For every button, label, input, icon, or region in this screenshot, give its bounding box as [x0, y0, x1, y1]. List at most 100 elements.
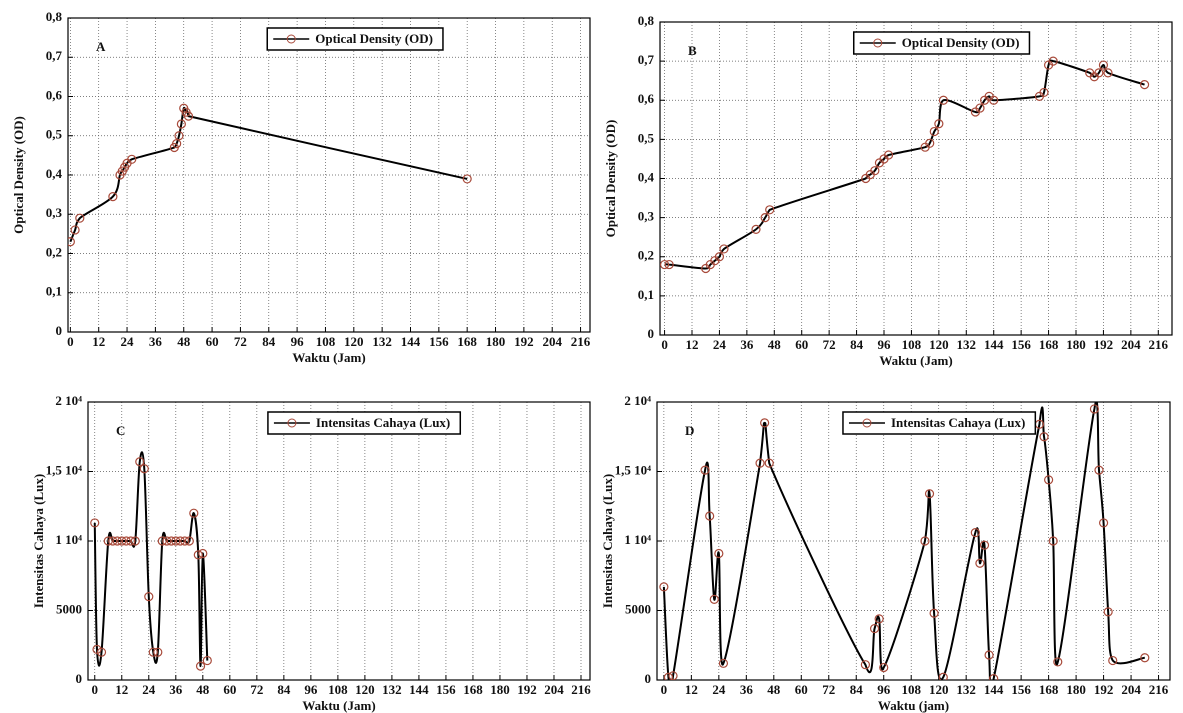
data-point — [90, 518, 100, 528]
data-point — [166, 536, 176, 546]
data-point — [1108, 655, 1118, 666]
x-tick-label: 168 — [1039, 337, 1059, 352]
x-tick-label: 36 — [149, 334, 163, 349]
legend-box — [842, 411, 1037, 435]
x-tick-label: 108 — [901, 682, 921, 697]
x-tick-label: 0 — [92, 682, 99, 697]
x-tick-label: 120 — [355, 682, 375, 697]
data-point — [153, 647, 163, 657]
y-tick-label: 0,2 — [46, 244, 62, 259]
x-tick-label: 48 — [177, 334, 191, 349]
data-point — [755, 458, 765, 468]
data-point — [462, 174, 472, 184]
y-tick-label: 0,4 — [638, 169, 655, 184]
x-tick-label: 84 — [850, 337, 864, 352]
x-tick-label: 36 — [740, 337, 754, 352]
x-tick-label: 12 — [92, 334, 105, 349]
data-point — [108, 191, 118, 202]
data-point — [975, 558, 985, 568]
x-tick-label: 120 — [929, 337, 949, 352]
data-point — [1098, 60, 1109, 70]
data-point — [719, 244, 729, 254]
x-tick-label: 216 — [571, 334, 591, 349]
data-point — [108, 536, 118, 546]
data-point — [103, 536, 113, 546]
series-line — [93, 451, 209, 668]
y-tick-label: 0,2 — [638, 248, 654, 263]
data-point — [75, 213, 85, 223]
data-point — [202, 655, 212, 666]
x-tick-label: 144 — [401, 334, 421, 349]
chart-panel: 0 12 24 36 48 60 72 84 96 108 120 132 144 156 168 180 19… — [31, 393, 591, 713]
x-tick-label: 216 — [571, 682, 591, 697]
data-point — [934, 119, 944, 129]
data-point — [938, 95, 949, 105]
x-tick-label: 24 — [713, 337, 727, 352]
data-point — [765, 205, 775, 215]
x-tick-label: 180 — [1066, 337, 1086, 352]
data-point — [760, 418, 770, 428]
x-tick-label: 48 — [196, 682, 210, 697]
data-point — [660, 259, 670, 270]
data-point — [176, 119, 186, 129]
y-tick-label: 0,5 — [638, 130, 655, 145]
x-tick-label: 120 — [344, 334, 364, 349]
y-tick-label: 1 10⁴ — [624, 532, 651, 547]
x-tick-label: 84 — [262, 334, 276, 349]
data-point — [195, 661, 206, 671]
data-point — [1103, 607, 1113, 617]
legend: Intensitas Cahaya (Lux) — [267, 411, 462, 435]
y-tick-label: 2 10⁴ — [624, 393, 651, 408]
y-tick-label: 0,3 — [638, 209, 655, 224]
data-point — [96, 647, 107, 657]
plot-area — [660, 56, 1150, 274]
data-point — [984, 650, 994, 660]
chart-panel: 0 12 24 36 48 60 72 84 96 108 120 132 144 156 168 180 19… — [11, 9, 591, 365]
x-tick-label: 180 — [490, 682, 510, 697]
x-tick-label: 108 — [902, 337, 922, 352]
data-point — [989, 674, 999, 680]
x-tick-label: 168 — [463, 682, 483, 697]
x-tick-label: 108 — [328, 682, 348, 697]
data-point — [1140, 653, 1150, 663]
y-tick-label: 0 — [648, 326, 655, 341]
y-tick-label: 0,7 — [638, 52, 655, 67]
legend-box — [266, 27, 444, 51]
panel-label: C — [116, 423, 125, 438]
x-axis-label: Waktu (Jam) — [302, 698, 375, 713]
data-point — [659, 582, 669, 592]
x-tick-label: 96 — [878, 337, 892, 352]
chart-panel: 0 12 24 36 48 60 72 84 96 108 120 132 144 156 168 180 19… — [603, 13, 1173, 368]
data-point — [1044, 475, 1054, 485]
x-tick-label: 216 — [1149, 337, 1169, 352]
y-axis-label: Intensitas Cahaya (Lux) — [600, 474, 615, 608]
y-tick-label: 1,5 10⁴ — [615, 462, 652, 477]
data-point — [718, 658, 729, 668]
data-point — [1048, 536, 1058, 546]
x-tick-label: 72 — [250, 682, 263, 697]
plot-area — [90, 451, 212, 671]
data-point — [714, 548, 724, 559]
panel-label: B — [688, 43, 697, 58]
x-tick-label: 180 — [1066, 682, 1086, 697]
x-tick-label: 156 — [1011, 337, 1031, 352]
data-point — [879, 662, 889, 673]
x-tick-label: 72 — [823, 337, 836, 352]
y-tick-label: 0 — [645, 671, 652, 686]
legend: Intensitas Cahaya (Lux) — [842, 411, 1037, 435]
plot-frame — [656, 401, 1171, 681]
y-tick-label: 5000 — [56, 601, 82, 616]
data-point — [148, 647, 158, 657]
data-point — [751, 224, 761, 234]
legend: Optical Density (OD) — [266, 27, 444, 51]
legend: Optical Density (OD) — [852, 31, 1031, 55]
y-tick-label: 0,6 — [46, 87, 63, 102]
data-point — [1098, 518, 1109, 528]
x-tick-label: 132 — [957, 337, 977, 352]
y-tick-label: 0,6 — [638, 91, 655, 106]
x-tick-label: 192 — [1094, 337, 1114, 352]
y-tick-label: 2 10⁴ — [55, 393, 82, 408]
data-point — [970, 528, 980, 538]
x-tick-label: 60 — [795, 682, 808, 697]
